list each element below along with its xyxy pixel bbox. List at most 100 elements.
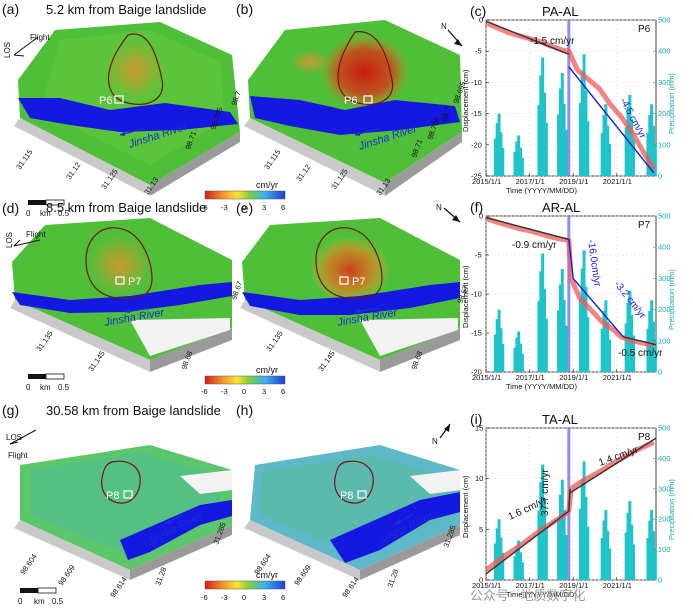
- panel-label: (f): [470, 199, 483, 215]
- precip-bar: [586, 121, 590, 176]
- x-tick-label: 2017/1/1: [516, 373, 545, 382]
- precip-bar: [499, 132, 503, 176]
- y2-axis-label: Precipitation (mm): [667, 269, 676, 330]
- precip-bar: [537, 300, 541, 372]
- precip-bar: [582, 461, 586, 580]
- precip-bar: [608, 143, 612, 176]
- svg-text:31.28: 31.28: [153, 566, 168, 587]
- x-axis-label: Time (YYYY/MM/DD): [506, 186, 577, 195]
- chart-title: TA-AL: [542, 412, 578, 427]
- fit-label: -0.9 cm/yr: [512, 240, 557, 251]
- terrain-side: [10, 300, 150, 372]
- y-tick-label: 5: [479, 525, 483, 534]
- north-arrow-icon: N: [436, 203, 461, 223]
- y-axis-label: Displacement (cm): [461, 69, 470, 132]
- precip-bar: [497, 309, 501, 372]
- precip-bar: [520, 353, 524, 372]
- precip-bar: [564, 325, 568, 372]
- y2-tick-label: 400: [658, 47, 671, 56]
- displacement-series: [485, 20, 656, 172]
- y-tick-label: 10: [475, 474, 483, 483]
- y2-tick-label: 400: [658, 243, 671, 252]
- precip-bar: [604, 510, 608, 580]
- precip-bar: [558, 88, 562, 176]
- svg-text:N: N: [441, 22, 447, 31]
- panel-label: (i): [470, 411, 482, 427]
- precip-bar: [648, 311, 652, 372]
- precip-bar: [557, 519, 561, 580]
- precip-bar: [646, 538, 650, 580]
- point-label: P8: [638, 432, 651, 443]
- precip-bar: [558, 284, 562, 372]
- precip-bar: [604, 300, 608, 372]
- panel-h: (h) P8 Jinsha River 98.604 98.609 98.614…: [236, 402, 460, 599]
- panel-label: (h): [236, 402, 253, 418]
- precip-bar: [600, 132, 604, 176]
- y-tick-label: -5: [475, 251, 482, 260]
- precip-bar: [558, 494, 562, 580]
- svg-text:3: 3: [262, 387, 266, 396]
- x-tick-label: 2015/1/1: [472, 581, 501, 590]
- x-tick-label: 2019/1/1: [559, 373, 588, 382]
- fit-line: [568, 488, 571, 512]
- svg-text:cm/yr: cm/yr: [256, 180, 278, 190]
- precip-bar: [497, 113, 501, 176]
- y-tick-label: 0: [479, 16, 483, 25]
- colorbar-row1: cm/yr -6 -3 0 3 6: [201, 180, 286, 212]
- flight-los-indicator: Flight LOS: [5, 230, 46, 248]
- y2-tick-label: 0: [658, 368, 662, 377]
- terrain-side: [244, 520, 360, 580]
- y-axis-label: Displacement (cm): [461, 265, 470, 328]
- panel-label: (c): [470, 3, 486, 19]
- svg-text:31.12: 31.12: [294, 163, 312, 184]
- y-tick-label: -5: [475, 47, 482, 56]
- x-tick-label: 2015/1/1: [472, 177, 501, 186]
- svg-text:-3: -3: [221, 203, 228, 212]
- svg-text:31.145: 31.145: [316, 349, 337, 373]
- precip-bar: [543, 289, 547, 372]
- precip-bar: [584, 497, 588, 580]
- landslide-boundary: [315, 227, 383, 300]
- fit-line: [568, 239, 574, 279]
- flight-los-indicator: Flight LOS: [6, 429, 37, 460]
- landslide-boundary: [101, 460, 141, 504]
- no-data-area: [180, 470, 232, 494]
- y-tick-label: 15: [475, 424, 483, 433]
- precip-bar: [650, 300, 654, 372]
- point-label: P6: [99, 95, 112, 107]
- panel-label: (b): [236, 1, 253, 17]
- fit-line: [569, 437, 657, 494]
- fit-line: [485, 510, 570, 575]
- precip-bar: [499, 328, 503, 372]
- point-label: P6: [638, 24, 651, 35]
- precip-bar: [602, 520, 606, 580]
- precip-bar: [582, 54, 586, 176]
- precip-bar: [520, 157, 524, 176]
- precip-bar: [653, 548, 657, 580]
- precip-bar: [543, 93, 547, 176]
- y-tick-label: -20: [471, 368, 482, 377]
- y-tick-label: -25: [471, 172, 482, 181]
- svg-text:31.12: 31.12: [64, 161, 82, 182]
- svg-text:-6: -6: [201, 387, 208, 396]
- x-tick-label: 2017/1/1: [516, 581, 545, 590]
- precip-bar: [630, 119, 634, 176]
- scalebar-row3: 0 km 0.5: [18, 587, 64, 606]
- y2-tick-label: 300: [658, 484, 671, 493]
- panel-title: 5.2 km from Baige landslide: [46, 2, 206, 17]
- svg-text:km: km: [40, 209, 51, 218]
- scalebar-row2: 0 km 0.5: [26, 373, 70, 392]
- svg-text:0: 0: [18, 597, 23, 606]
- los-label: LOS: [3, 42, 12, 58]
- y-tick-label: 0: [479, 212, 483, 221]
- precip-bar: [604, 104, 608, 176]
- y2-axis-label: Precipitation (mm): [667, 73, 676, 134]
- precip-bar: [632, 544, 636, 580]
- precip-bar: [630, 524, 634, 580]
- precip-bar: [630, 315, 634, 372]
- svg-text:31.125: 31.125: [329, 167, 350, 191]
- precip-bar: [515, 141, 519, 176]
- svg-text:3: 3: [262, 593, 266, 602]
- precip-bar: [564, 534, 568, 580]
- precip-bar: [578, 508, 582, 580]
